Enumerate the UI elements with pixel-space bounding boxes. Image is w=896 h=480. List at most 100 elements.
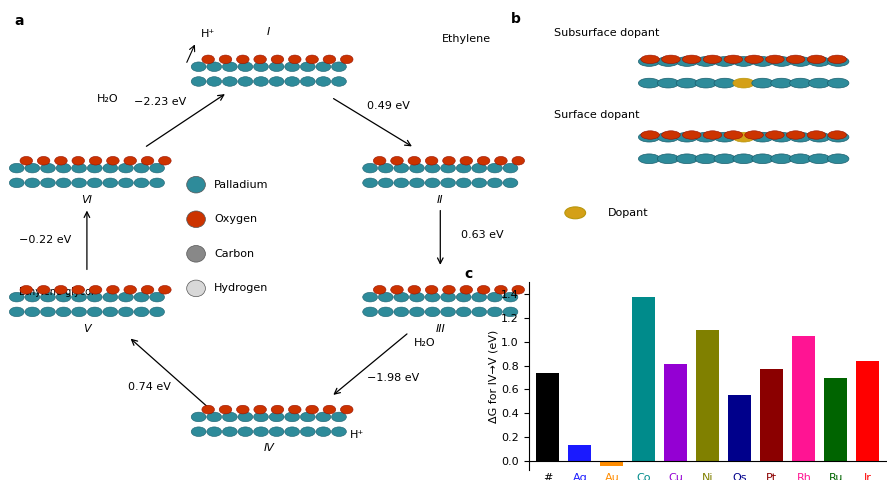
Ellipse shape [714,154,736,164]
Ellipse shape [808,132,830,142]
Ellipse shape [9,163,24,173]
Ellipse shape [191,412,206,422]
Ellipse shape [207,427,221,436]
Ellipse shape [641,55,659,63]
Ellipse shape [478,286,490,294]
Text: VI: VI [82,195,92,204]
Ellipse shape [300,77,315,86]
Ellipse shape [87,163,102,173]
Ellipse shape [487,307,503,317]
Ellipse shape [714,132,736,142]
Ellipse shape [124,286,136,294]
Ellipse shape [285,77,299,86]
Ellipse shape [254,77,269,86]
Ellipse shape [72,307,87,317]
Ellipse shape [285,412,299,422]
Ellipse shape [676,57,698,66]
Ellipse shape [503,307,518,317]
Ellipse shape [374,156,386,165]
Ellipse shape [142,286,154,294]
Ellipse shape [202,55,214,64]
Ellipse shape [363,163,377,173]
Y-axis label: ΔG for IV→V (eV): ΔG for IV→V (eV) [488,330,498,423]
Ellipse shape [512,286,524,294]
Ellipse shape [771,78,792,88]
Ellipse shape [394,163,409,173]
Ellipse shape [394,178,409,188]
Text: H⁺: H⁺ [350,430,365,440]
Ellipse shape [25,178,39,188]
Ellipse shape [695,154,717,164]
Ellipse shape [254,405,266,414]
Ellipse shape [703,55,722,63]
Ellipse shape [441,163,455,173]
Ellipse shape [456,292,471,302]
Ellipse shape [90,286,102,294]
Text: a: a [14,14,23,28]
Ellipse shape [25,163,39,173]
Ellipse shape [807,131,826,139]
Ellipse shape [658,154,679,164]
Ellipse shape [142,156,154,165]
Ellipse shape [159,156,171,165]
Ellipse shape [202,405,214,414]
Ellipse shape [269,62,284,72]
Ellipse shape [683,131,701,139]
Ellipse shape [191,77,206,86]
Ellipse shape [118,307,134,317]
Text: III: III [435,324,445,334]
Ellipse shape [639,78,660,88]
Ellipse shape [90,156,102,165]
Bar [824,378,848,461]
Ellipse shape [269,77,284,86]
Ellipse shape [472,163,487,173]
Text: −2.23 eV: −2.23 eV [134,97,185,107]
Ellipse shape [745,55,763,63]
Ellipse shape [271,405,284,414]
Text: −0.22 eV: −0.22 eV [19,235,72,245]
Ellipse shape [220,55,232,64]
Ellipse shape [269,412,284,422]
Ellipse shape [134,163,149,173]
Circle shape [186,177,205,193]
Ellipse shape [300,62,315,72]
Text: Subsurface dopant: Subsurface dopant [554,27,659,37]
Ellipse shape [254,427,269,436]
Ellipse shape [733,78,754,88]
Bar [696,330,719,461]
Ellipse shape [512,156,524,165]
Ellipse shape [72,163,87,173]
Ellipse shape [808,57,830,66]
Ellipse shape [289,405,301,414]
Ellipse shape [456,163,471,173]
Ellipse shape [222,412,237,422]
Ellipse shape [391,286,403,294]
Ellipse shape [20,286,32,294]
Ellipse shape [56,307,71,317]
Ellipse shape [40,178,56,188]
Ellipse shape [72,156,84,165]
Ellipse shape [134,178,149,188]
Ellipse shape [695,57,717,66]
Ellipse shape [271,55,284,64]
Ellipse shape [676,78,698,88]
Ellipse shape [487,178,503,188]
Ellipse shape [409,178,425,188]
Ellipse shape [159,286,171,294]
Ellipse shape [332,427,347,436]
Ellipse shape [771,132,792,142]
Ellipse shape [765,55,784,63]
Ellipse shape [472,307,487,317]
Ellipse shape [316,77,331,86]
Ellipse shape [425,307,440,317]
Ellipse shape [752,78,773,88]
Ellipse shape [238,412,253,422]
Text: −1.98 eV: −1.98 eV [367,373,419,383]
Ellipse shape [134,307,149,317]
Ellipse shape [733,154,754,164]
Ellipse shape [771,57,792,66]
Ellipse shape [300,412,315,422]
Ellipse shape [408,156,420,165]
Ellipse shape [306,405,318,414]
Ellipse shape [495,156,507,165]
